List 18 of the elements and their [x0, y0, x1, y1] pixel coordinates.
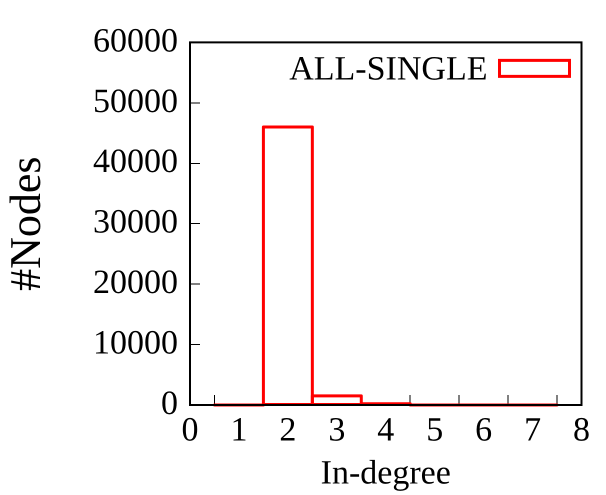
y-tick-label: 0 — [161, 384, 178, 422]
x-axis-title: In-degree — [320, 454, 451, 492]
x-tick-label: 7 — [524, 411, 542, 448]
legend-label: ALL-SINGLE — [289, 50, 488, 88]
x-tick-label: 4 — [377, 411, 394, 448]
y-tick-label: 30000 — [93, 204, 178, 241]
x-tick-label: 1 — [230, 411, 248, 448]
y-tick-label: 50000 — [93, 82, 178, 120]
x-tick-label: 2 — [279, 411, 296, 448]
y-tick-label: 60000 — [93, 22, 178, 60]
y-tick-label: 40000 — [93, 143, 178, 180]
x-tick-label: 5 — [426, 411, 444, 448]
x-tick-label: 6 — [475, 411, 492, 448]
y-tick-label: 10000 — [93, 324, 178, 362]
y-tick-label: 20000 — [93, 264, 178, 302]
y-axis-title: #Nodes — [0, 156, 50, 291]
x-tick-label: 3 — [328, 411, 346, 448]
x-tick-label: 8 — [573, 411, 590, 448]
